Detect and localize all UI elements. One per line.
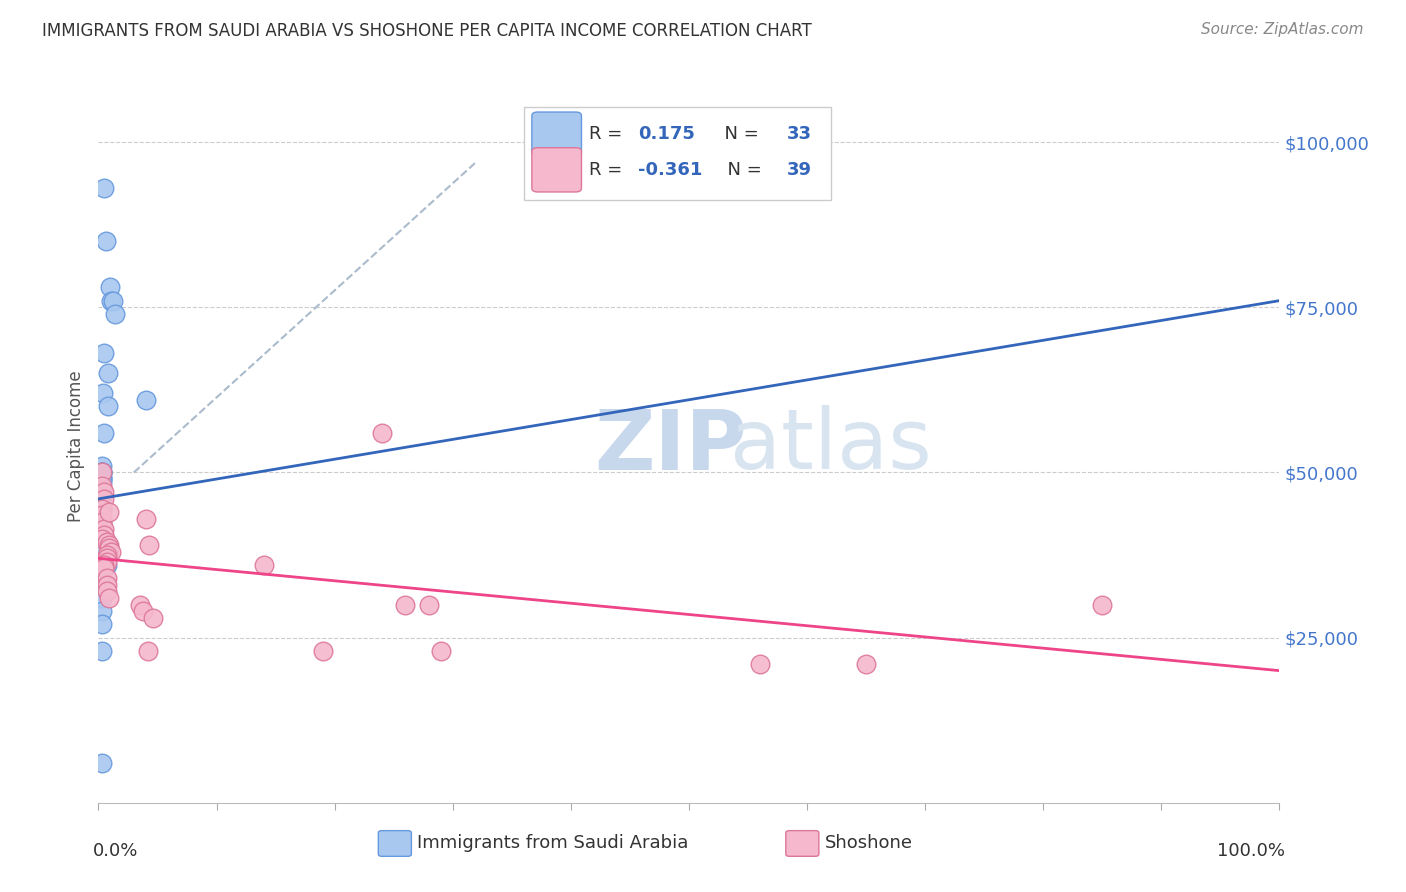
Text: R =: R = [589,161,627,178]
Point [93,561,115,575]
Point [91,532,114,546]
Point [138,538,160,552]
Point [253,558,276,572]
Point [97,367,120,381]
Point [96,555,118,569]
Point [1091,598,1114,612]
Text: Source: ZipAtlas.com: Source: ZipAtlas.com [1201,22,1364,37]
Text: 0.175: 0.175 [638,125,695,143]
Point [91,604,114,618]
Point [96,578,118,592]
Point [91,468,114,483]
Point [91,756,114,771]
Text: IMMIGRANTS FROM SAUDI ARABIA VS SHOSHONE PER CAPITA INCOME CORRELATION CHART: IMMIGRANTS FROM SAUDI ARABIA VS SHOSHONE… [42,22,811,40]
Point [91,386,114,401]
Point [394,598,416,612]
Point [93,491,115,506]
Y-axis label: Per Capita Income: Per Capita Income [67,370,86,522]
Point [93,558,115,572]
Point [93,425,115,440]
Point [97,400,120,414]
Point [98,538,121,552]
Point [91,501,114,516]
Point [91,478,114,492]
Text: N =: N = [713,125,763,143]
Point [91,491,114,506]
Point [91,482,114,496]
Point [93,181,115,195]
FancyBboxPatch shape [531,148,582,192]
Text: Shoshone: Shoshone [825,835,912,853]
FancyBboxPatch shape [786,830,818,856]
Point [93,346,115,360]
Text: atlas: atlas [730,406,932,486]
Point [96,584,118,599]
Point [100,545,122,559]
Point [98,591,121,605]
Point [96,534,118,549]
Text: Immigrants from Saudi Arabia: Immigrants from Saudi Arabia [418,835,689,853]
Point [91,515,114,529]
Point [96,558,118,572]
Point [135,511,157,525]
Text: 33: 33 [787,125,813,143]
FancyBboxPatch shape [523,107,831,200]
Point [93,485,115,500]
Point [91,515,114,529]
Point [312,644,335,658]
Point [135,392,157,407]
Text: 0.0%: 0.0% [93,842,138,860]
Point [98,280,121,294]
Text: 100.0%: 100.0% [1218,842,1285,860]
Point [132,604,155,618]
Point [91,545,114,559]
Point [91,475,114,490]
FancyBboxPatch shape [378,830,412,856]
Point [91,466,114,480]
Point [91,458,114,473]
Point [94,234,117,248]
Text: ZIP: ZIP [595,406,747,486]
Point [104,307,127,321]
Point [91,472,114,486]
Point [91,644,114,658]
Point [136,644,159,658]
Point [91,561,114,575]
Point [96,571,118,585]
Point [91,508,114,523]
Point [91,472,114,486]
Point [91,591,114,605]
Point [91,466,114,480]
Point [91,617,114,632]
Point [93,528,115,542]
Point [128,598,150,612]
Point [93,522,115,536]
Text: R =: R = [589,125,627,143]
Point [91,578,114,592]
Point [96,548,118,562]
Point [142,611,165,625]
Point [91,501,114,516]
Point [855,657,877,671]
Point [91,466,114,480]
Text: 39: 39 [787,161,813,178]
Point [371,425,394,440]
Text: -0.361: -0.361 [638,161,703,178]
Point [98,541,121,556]
Text: N =: N = [716,161,768,178]
Point [91,466,114,480]
Point [418,598,440,612]
Point [101,293,124,308]
Point [98,505,121,519]
Point [430,644,453,658]
Point [748,657,770,671]
Point [100,293,122,308]
FancyBboxPatch shape [531,112,582,156]
Point [96,551,118,566]
